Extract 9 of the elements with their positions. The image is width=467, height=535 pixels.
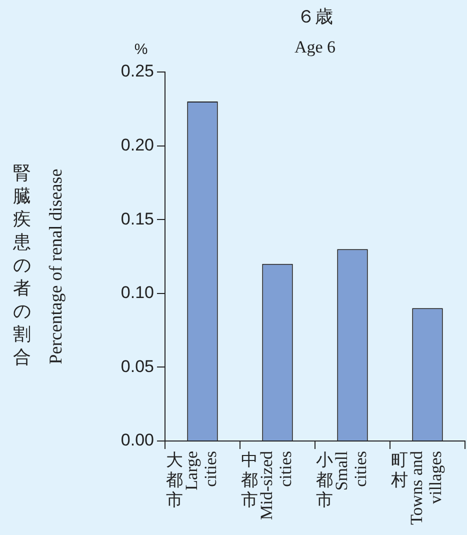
text: %	[134, 41, 148, 58]
chart-subtitle: Age 6	[294, 37, 336, 56]
y-tick-label: 0.10	[120, 283, 154, 302]
y-tick-label: 0.05	[120, 356, 154, 376]
chart-title: ６歳	[297, 6, 333, 28]
y-tick-label: 0.20	[120, 135, 154, 154]
y-tick-label: 0.15	[120, 209, 154, 228]
y-tick-label: 0.25	[120, 62, 154, 81]
y-tick-label: 0.00	[120, 430, 154, 450]
